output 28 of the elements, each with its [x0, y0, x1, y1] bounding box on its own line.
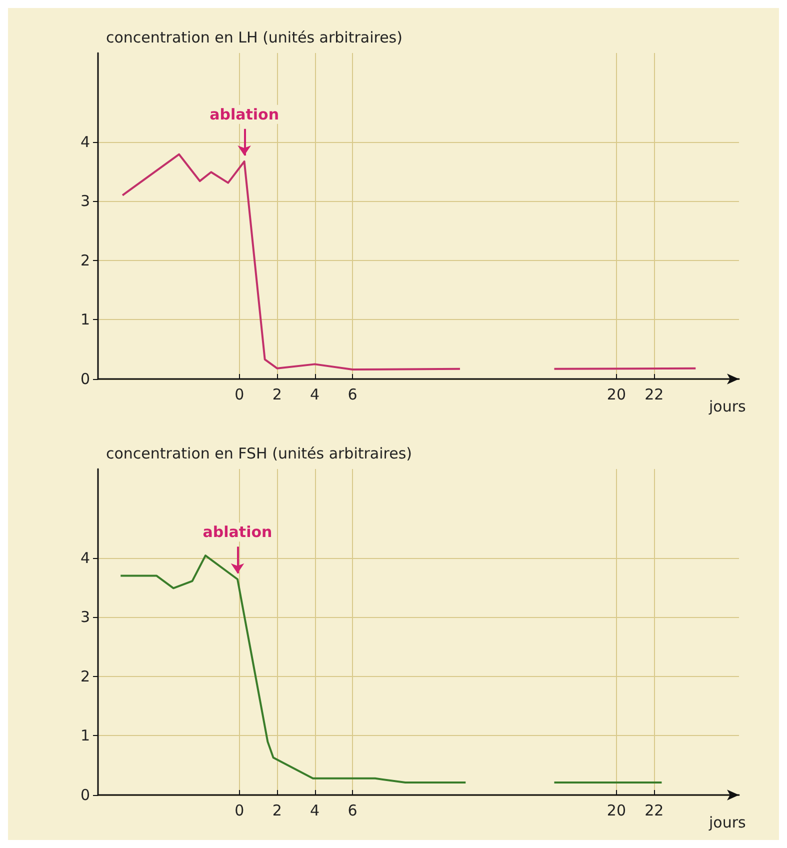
annotation: ablation [210, 105, 280, 124]
y-tick-label: 1 [80, 726, 90, 745]
y-tick-label: 4 [80, 132, 90, 151]
y-tick-label: 0 [80, 370, 90, 388]
annotation: ablation [202, 523, 272, 542]
x-tick-label: 2 [272, 802, 282, 820]
y-tick-label: 3 [80, 608, 90, 626]
y-tick-label: 2 [80, 667, 90, 686]
x-tick-label: 0 [234, 802, 244, 820]
x-tick-label: 6 [348, 802, 358, 820]
x-tick-label: 20 [606, 386, 626, 404]
x-tick-label: 4 [310, 802, 320, 820]
y-tick-label: 4 [80, 548, 90, 567]
y-axis-title: concentration en LH (unités arbitraires) [106, 28, 402, 46]
x-tick-label: 0 [234, 386, 244, 404]
x-tick-label: 4 [310, 386, 320, 404]
x-axis-title: jours [708, 398, 746, 416]
y-tick-label: 0 [80, 786, 90, 804]
x-tick-label: 20 [606, 802, 626, 820]
x-tick-label: 6 [348, 386, 358, 404]
x-tick-label: 22 [644, 386, 664, 404]
y-tick-label: 3 [80, 192, 90, 210]
y-axis-title: concentration en FSH (unités arbitraires) [106, 444, 412, 462]
x-axis-title: jours [708, 814, 746, 832]
x-tick-label: 22 [644, 802, 664, 820]
x-tick-label: 2 [272, 386, 282, 404]
y-tick-label: 1 [80, 310, 90, 329]
y-tick-label: 2 [80, 251, 90, 270]
